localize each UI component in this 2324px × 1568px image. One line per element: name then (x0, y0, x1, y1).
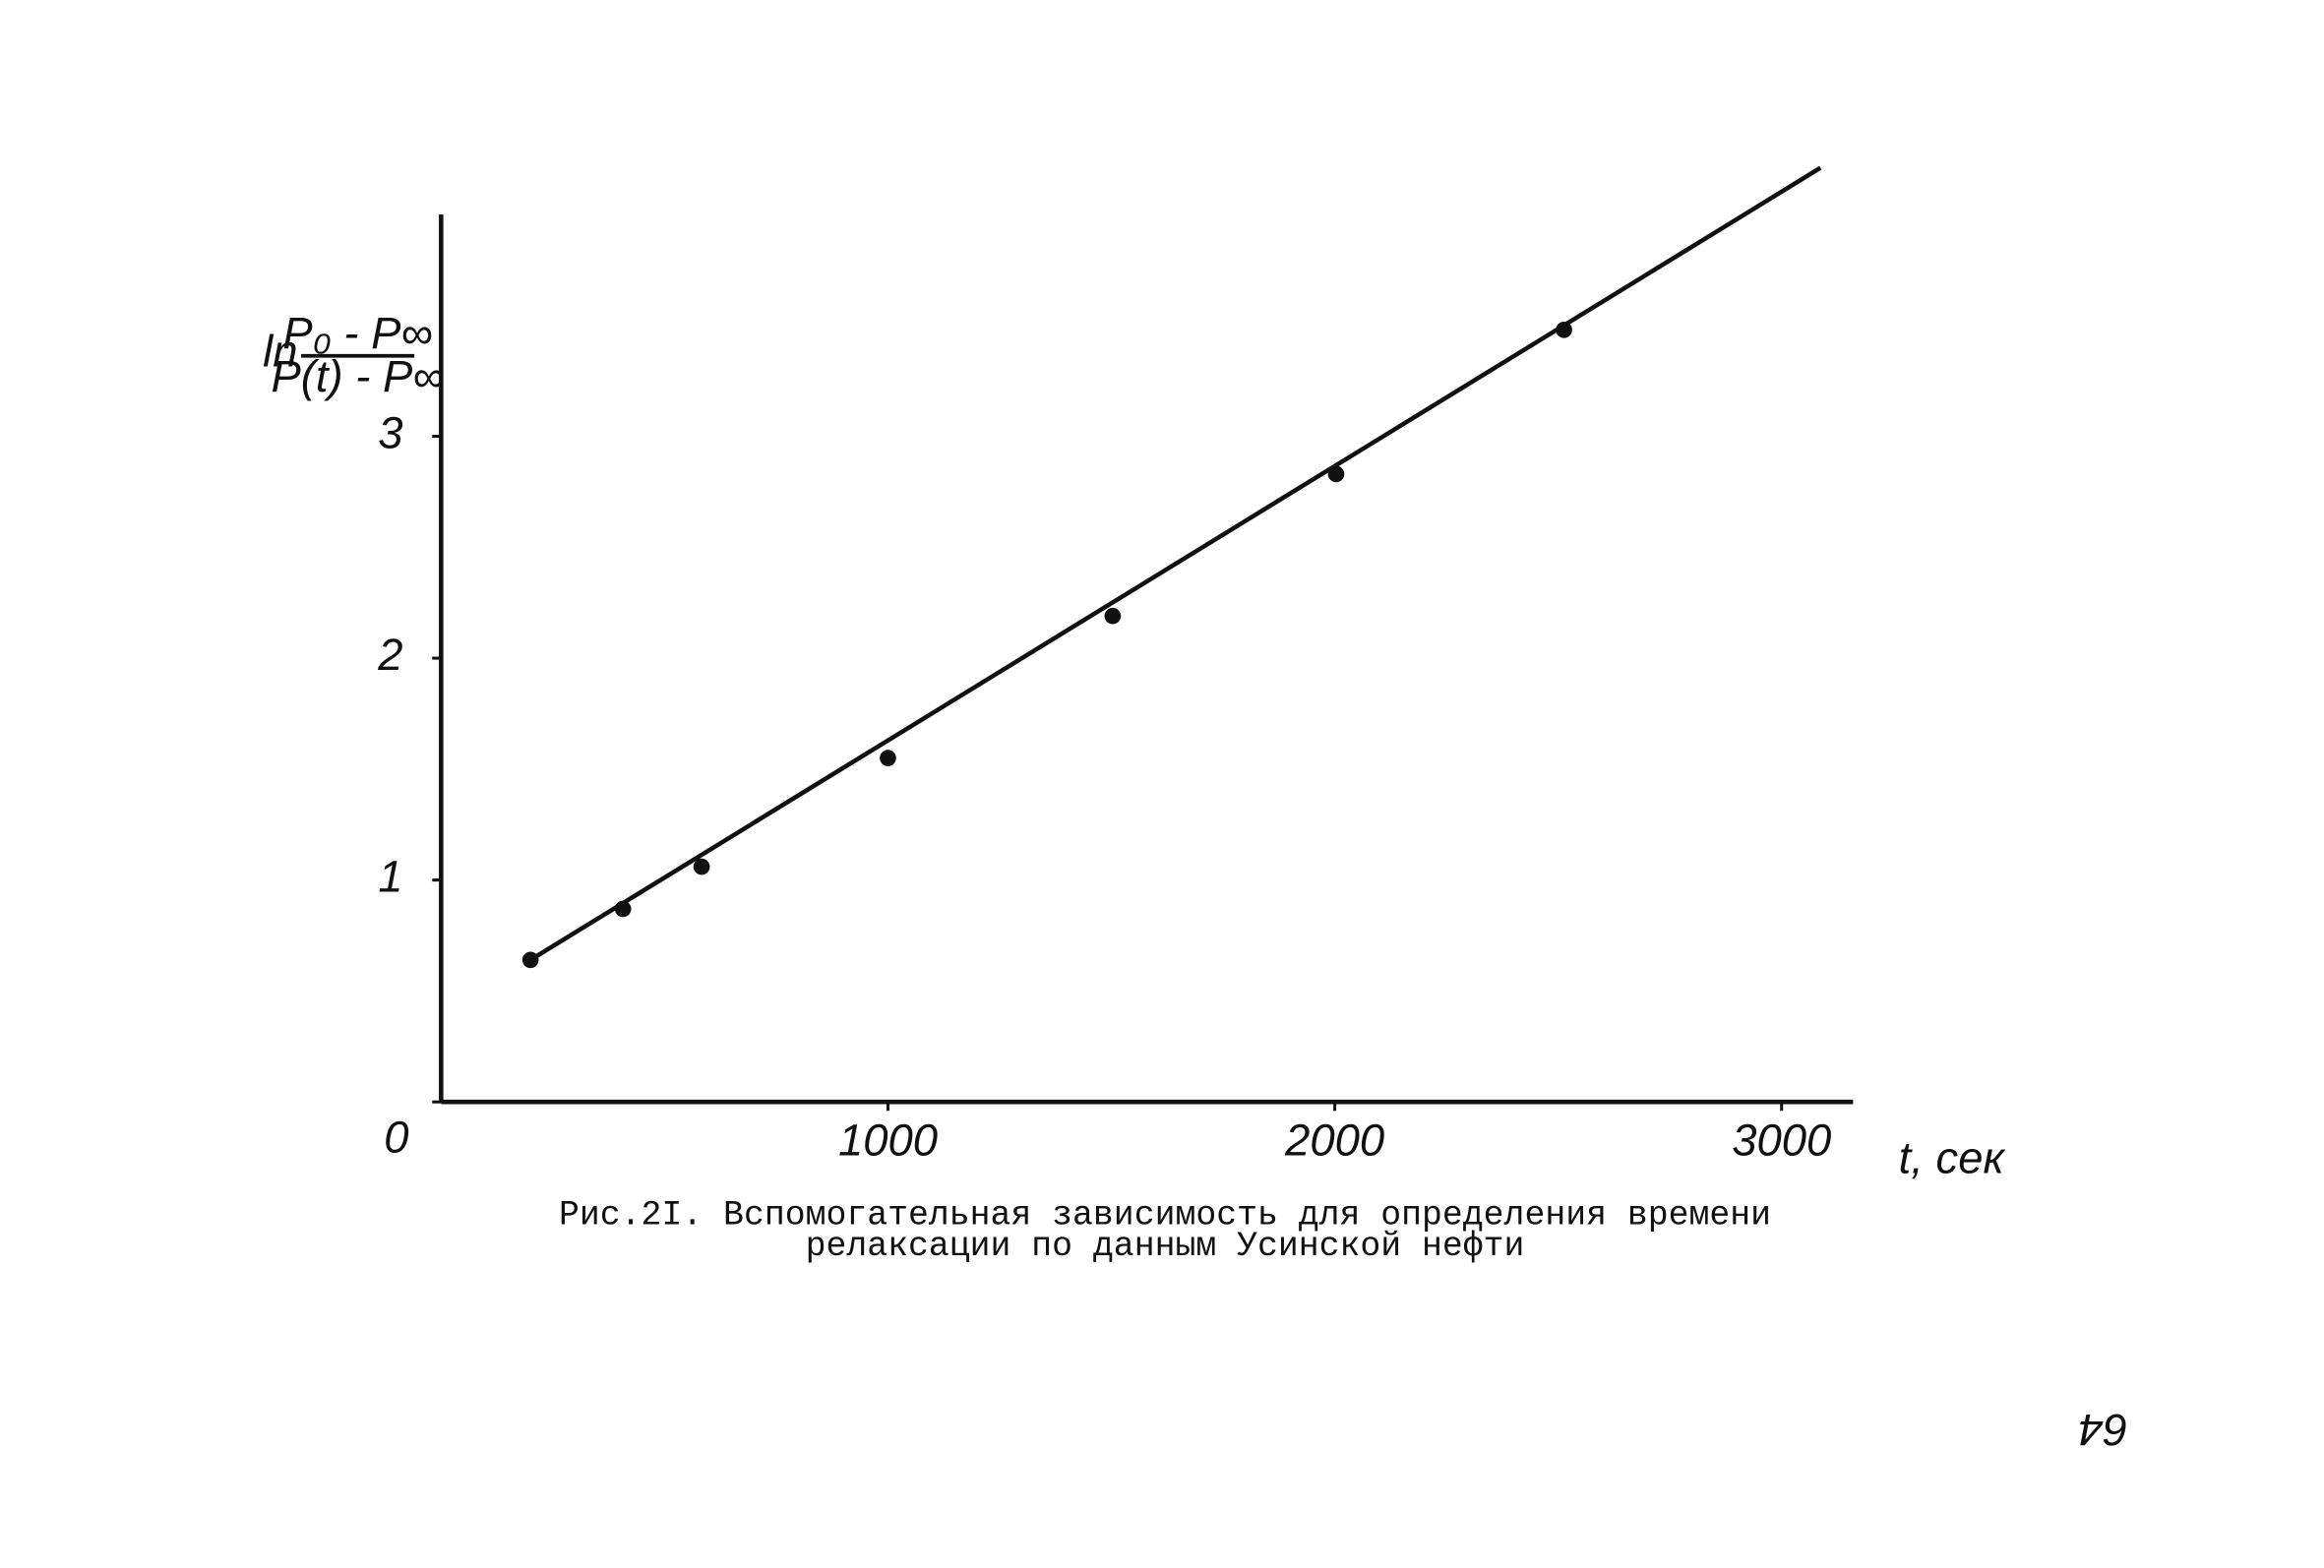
data-point (614, 900, 632, 918)
y-label-prefix: ln (263, 326, 297, 376)
page-number: 64 (2078, 1405, 2128, 1455)
data-point (1104, 607, 1122, 625)
y-tick-label: 1 (378, 852, 402, 902)
x-tick-label: 2000 (1284, 1116, 1384, 1166)
caption-line: релаксации по данным Усинской нефти (806, 1228, 1525, 1266)
data-point (521, 951, 539, 969)
fit-line (528, 165, 1822, 962)
x-tick-label: 1000 (838, 1116, 938, 1166)
data-point (1327, 465, 1345, 483)
caption-line: Рис.2I. Вспомогательная зависимость для … (559, 1196, 1771, 1235)
x-label: t, сек (1899, 1133, 2006, 1183)
y-tick-label: 2 (377, 630, 402, 680)
x-tick-label: 3000 (1732, 1116, 1831, 1166)
data-point (693, 858, 710, 875)
data-point (1556, 321, 1572, 338)
data-point (880, 750, 896, 766)
y-label-denominator: P(t) - P∞ (271, 351, 444, 401)
y-tick-label: 0 (384, 1113, 408, 1163)
y-label-numerator: P₀ - P∞ (282, 308, 432, 358)
y-tick-label: 3 (378, 408, 402, 458)
